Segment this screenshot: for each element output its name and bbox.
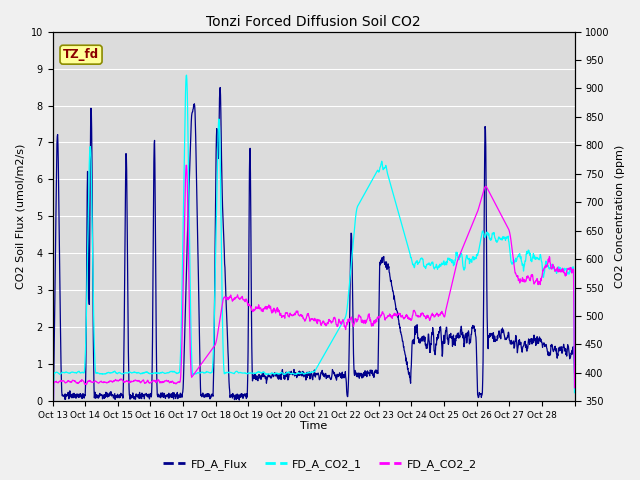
Y-axis label: CO2 Concentration (ppm): CO2 Concentration (ppm) [615, 145, 625, 288]
X-axis label: Time: Time [300, 421, 327, 432]
Title: Tonzi Forced Diffusion Soil CO2: Tonzi Forced Diffusion Soil CO2 [206, 15, 421, 29]
Legend: FD_A_Flux, FD_A_CO2_1, FD_A_CO2_2: FD_A_Flux, FD_A_CO2_1, FD_A_CO2_2 [159, 455, 481, 474]
Y-axis label: CO2 Soil Flux (umol/m2/s): CO2 Soil Flux (umol/m2/s) [15, 144, 25, 289]
Text: TZ_fd: TZ_fd [63, 48, 99, 61]
